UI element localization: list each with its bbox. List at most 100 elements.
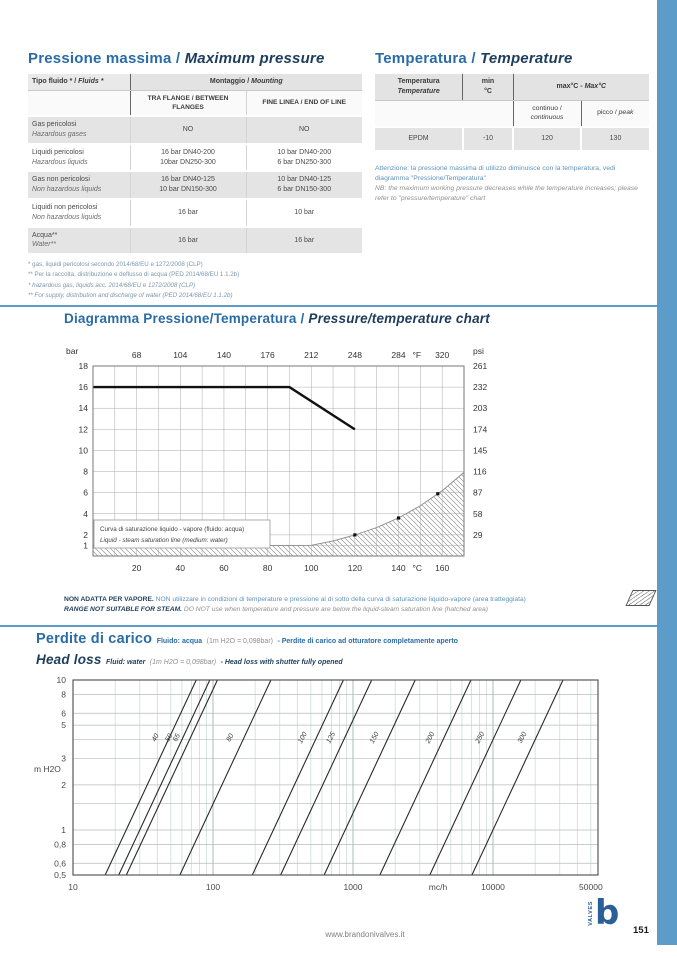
y-tick: 3 [61, 753, 66, 763]
fluid-cell: Acqua** Water** [28, 225, 131, 254]
title-italian: Diagramma Pressione/Temperatura [64, 311, 297, 326]
continuous-en: continuous [530, 114, 564, 122]
psi-tick: 232 [473, 382, 487, 392]
mounting-sep: / [245, 78, 252, 85]
fahrenheit-tick: 104 [173, 350, 187, 360]
mounting-it: Montaggio [209, 78, 246, 85]
dn-250-line [429, 679, 522, 876]
fluid-name-it: Gas non pericolosi [32, 176, 90, 184]
celsius-tick: 20 [132, 563, 142, 573]
legend-line-en: Liquid - steam saturation line (medium: … [100, 537, 228, 544]
bar-tick: 8 [83, 467, 88, 477]
dn-40-label: 40 [151, 733, 161, 743]
warning-en-bold: RANGE NOT SUITABLE FOR STEAM. [64, 606, 183, 614]
psi-tick: 116 [473, 467, 487, 477]
fluid-cell: Gas non pericolosi Non hazardous liquids [28, 170, 131, 200]
head-loss-chart: 40 50 65 80 100 125 150 200 250 300 10 100 1000 10000… [28, 668, 650, 906]
continuous-it: continuo [532, 104, 558, 112]
fluid-cell: Liquidi non pericolosi Non hazardous liqu… [28, 198, 131, 227]
fluid-name-it: Acqua** [32, 231, 58, 239]
dn-200-label: 200 [424, 731, 436, 746]
psi-tick: 261 [473, 361, 487, 371]
bar-tick: 18 [79, 361, 89, 371]
between-flanges-cell: 16 bar DN40-200 10bar DN250-300 [129, 142, 246, 172]
psi-tick: 58 [473, 509, 483, 519]
peak-header: picco / peak [580, 100, 649, 128]
dn-100-label: 100 [297, 731, 309, 745]
bar-tick: 12 [79, 424, 89, 434]
max-header-cell: max°C - Max°C [512, 74, 649, 101]
celsius-unit-label: °C [413, 563, 423, 573]
between-flanges-cell: 16 bar [129, 198, 246, 227]
hatched-steam-area [93, 472, 464, 556]
brandoni-logo: VALVES b [588, 893, 620, 933]
fluid-name-en: Hazardous gases [32, 131, 87, 139]
temperature-header-cell: Temperatura Temperature [375, 74, 463, 101]
fluid-name-en: Water** [32, 241, 56, 249]
title-separator: / [171, 50, 185, 67]
dn-80-line [179, 679, 272, 876]
steam-warning: NON ADATTA PER VAPORE. NON utilizzare in… [64, 595, 620, 616]
saturation-curve [93, 472, 465, 546]
fluid-name-it: Liquidi non pericolosi [32, 204, 98, 212]
psi-tick: 29 [473, 530, 483, 540]
footnote: ** Per la raccolta, distribuzione e defl… [28, 271, 240, 279]
material-cell: EPDM [375, 125, 463, 150]
fluid-name-it: Liquidi pericolosi [32, 148, 84, 156]
dn-40-line [104, 679, 197, 876]
title-english: Maximum pressure [184, 50, 325, 67]
footnotes: * gas, liquidi pericolosi secondo 2014/6… [28, 260, 362, 301]
desc-en: - Head loss with shutter fully opened [220, 659, 343, 666]
head-unit-label: m H2O [34, 764, 61, 774]
fahrenheit-tick: 320 [435, 350, 449, 360]
psi-tick: 87 [473, 488, 483, 498]
bar-tick: 1 [83, 540, 88, 550]
logo-letter-b: b [595, 893, 620, 933]
fahrenheit-tick: 68 [132, 350, 142, 360]
end-of-line-cell: 10 bar DN40-125 6 bar DN150-300 [245, 170, 362, 200]
max-pressure-table-head: Tipo fluido * / Fluids * Montaggio / Mou… [28, 74, 362, 117]
fluids-header-sep: / [72, 78, 79, 85]
plot-border [72, 679, 599, 876]
pt-chart-title: Diagramma Pressione/Temperatura / Pressu… [64, 311, 490, 326]
temperature-section: Temperatura / Temperature Temperatura Tem… [375, 50, 649, 204]
bar-tick: 2 [83, 530, 88, 540]
max-sep: - [578, 82, 585, 90]
hatched-area-swatch [625, 590, 657, 606]
psi-tick: 174 [473, 424, 487, 434]
attention-note-english: NB: the maximum working pressure decreas… [375, 185, 638, 203]
fluid-cell: Gas pericolosi Hazardous gases [28, 115, 131, 144]
bar-tick: 16 [79, 382, 89, 392]
fahrenheit-unit-label: °F [413, 350, 422, 360]
x-tick: 100 [206, 882, 220, 892]
temperature-header-it: Temperatura [397, 78, 440, 85]
end-of-line-cell: 10 bar [245, 198, 362, 227]
mounting-header-cell: Montaggio / Mounting [129, 74, 362, 91]
y-tick: 0,6 [54, 858, 66, 868]
between-flanges-cell: NO [129, 115, 246, 144]
plot-border [92, 365, 465, 557]
website-url: www.brandonivalves.it [325, 930, 405, 939]
header-row-1: Temperatura Temperature min °C max°C - Max… [375, 74, 649, 101]
peak-value-cell: 130 [580, 125, 649, 150]
celsius-tick: 60 [219, 563, 229, 573]
fluid-en: Fluid: water [106, 659, 146, 666]
bar-tick: 14 [79, 403, 89, 413]
empty-header-cell [462, 100, 514, 128]
y-tick: 5 [61, 720, 66, 730]
psi-tick: 145 [473, 445, 487, 455]
y-tick: 1 [61, 825, 66, 835]
head-loss-title-it: Perdite di carico [36, 631, 153, 647]
head-loss-title-english-line: Head loss Fluid: water (1m H2O = 0,098ba… [36, 651, 636, 669]
title-english: Temperature [480, 50, 573, 67]
head-loss-titles: Perdite di carico Fluido: acqua (1m H2O … [36, 630, 636, 672]
fahrenheit-tick: 140 [217, 350, 231, 360]
celsius-tick: 140 [391, 563, 405, 573]
table-row: Gas pericolosi Hazardous gases NO NO [28, 115, 362, 144]
legend-box [93, 519, 271, 549]
fluids-header-it: Tipo fluido * [32, 78, 73, 85]
x-tick: 50000 [579, 882, 603, 892]
fahrenheit-tick: 284 [391, 350, 405, 360]
